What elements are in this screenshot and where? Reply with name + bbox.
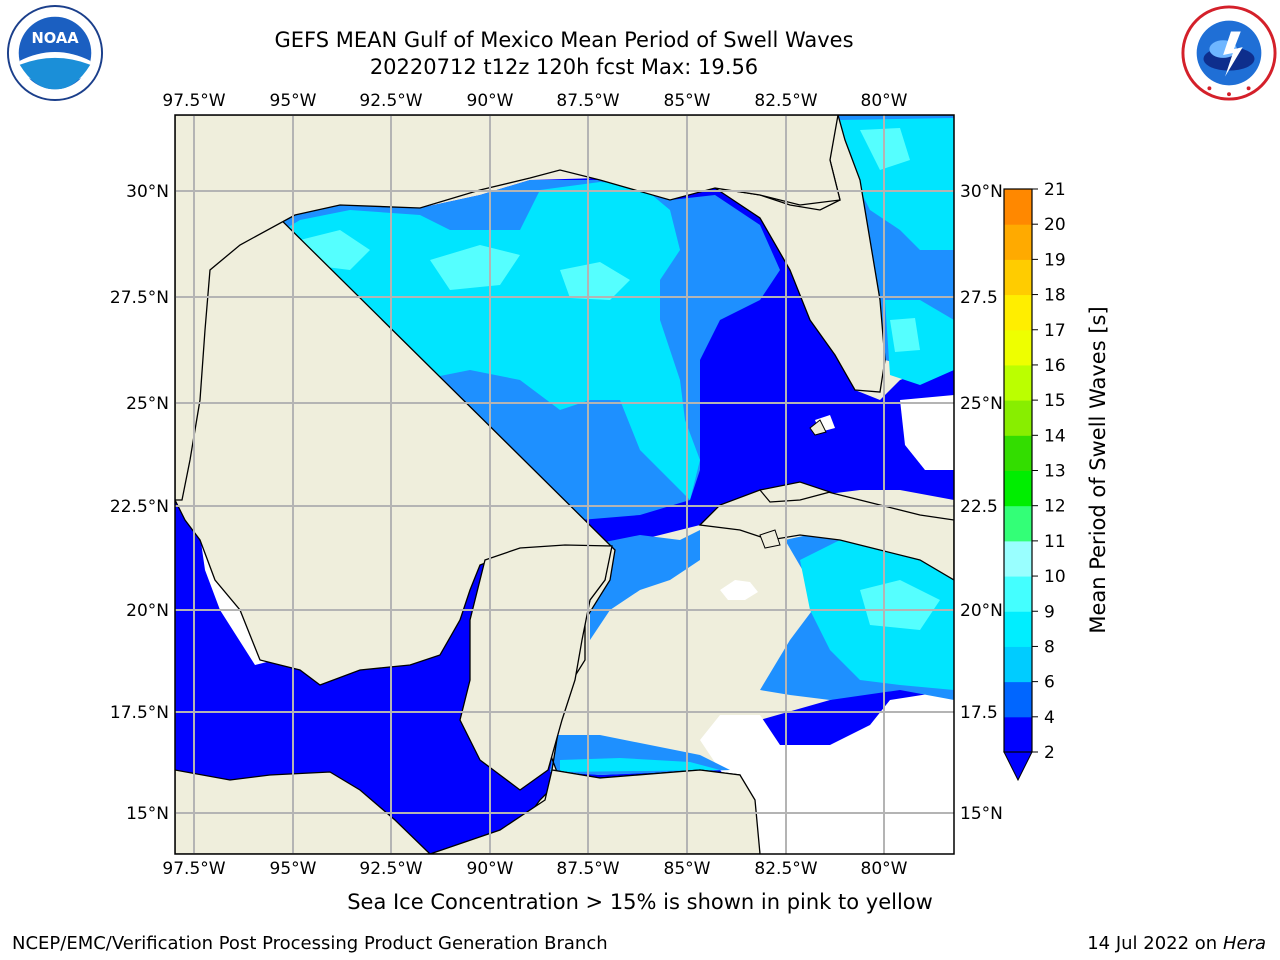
colorbar-block — [1004, 681, 1032, 718]
colorbar-extend-arrow — [1003, 751, 1033, 782]
footer-org: NCEP/EMC/Verification Post Processing Pr… — [12, 933, 608, 954]
colorbar-tick-label: 8 — [1044, 637, 1055, 657]
colorbar-tick-label: 15 — [1044, 391, 1066, 411]
lat-label: 20°N — [126, 601, 169, 621]
lat-labels-left: 30°N 27.5°N 25°N 22.5°N 20°N 17.5°N 15°N — [110, 182, 169, 824]
colorbar-block — [1004, 400, 1032, 436]
lat-labels-right: 30°N 27.5 25°N 22.5 20°N 17.5 15°N — [960, 182, 1003, 824]
sea-ice-caption: Sea Ice Concentration > 15% is shown in … — [347, 890, 933, 914]
colorbar-block — [1004, 259, 1032, 296]
footer-date-text: 14 Jul 2022 on — [1087, 933, 1223, 954]
lon-label: 85°W — [664, 91, 711, 111]
lat-label: 17.5 — [960, 703, 998, 723]
lon-labels-top: 97.5°W 95°W 92.5°W 90°W 87.5°W 85°W 82.5… — [162, 91, 907, 111]
colorbar-block — [1004, 611, 1032, 647]
lon-label: 82.5°W — [754, 91, 817, 111]
lon-label: 92.5°W — [359, 859, 422, 879]
colorbar-block — [1004, 364, 1032, 401]
colorbar-ticks: 2 4 6 8 9 10 11 12 13 14 15 16 17 18 19 20 21 — [1032, 180, 1066, 763]
colorbar-tick-label: 16 — [1044, 356, 1066, 376]
colorbar-block — [1004, 224, 1032, 260]
lon-label: 97.5°W — [162, 859, 225, 879]
lat-label: 30°N — [960, 182, 1003, 202]
lon-label: 87.5°W — [556, 859, 619, 879]
lon-label: 80°W — [861, 91, 908, 111]
colorbar-tick-label: 19 — [1044, 250, 1066, 270]
lat-label: 30°N — [126, 182, 169, 202]
footer-host: Hera — [1222, 933, 1266, 954]
colorbar-block — [1004, 470, 1032, 507]
lat-label: 20°N — [960, 601, 1003, 621]
lat-label: 25°N — [126, 394, 169, 414]
colorbar-tick-label: 2 — [1044, 743, 1055, 763]
colorbar-tick-label: 17 — [1044, 321, 1066, 341]
colorbar-block — [1004, 329, 1032, 366]
nws-logo-icon — [1181, 5, 1277, 101]
colorbar-block — [1004, 294, 1032, 331]
lon-labels-bottom: 97.5°W 95°W 92.5°W 90°W 87.5°W 85°W 82.5… — [162, 859, 907, 879]
map-title: GEFS MEAN Gulf of Mexico Mean Period of … — [274, 28, 854, 52]
lat-label: 25°N — [960, 394, 1003, 414]
colorbar-tick-label: 12 — [1044, 497, 1066, 517]
colorbar-tick-label: 4 — [1044, 708, 1055, 728]
lon-label: 85°W — [664, 859, 711, 879]
colorbar-label: Mean Period of Swell Waves [s] — [1086, 306, 1110, 633]
colorbar-tick-label: 14 — [1044, 426, 1066, 446]
lon-label: 97.5°W — [162, 91, 225, 111]
colorbar-tick-label: 9 — [1044, 602, 1055, 622]
noaa-logo-text: NOAA — [31, 30, 79, 47]
colorbar-block — [1004, 646, 1032, 683]
lat-label: 27.5 — [960, 288, 998, 308]
lon-label: 82.5°W — [754, 859, 817, 879]
colorbar-tick-label: 6 — [1044, 673, 1055, 693]
lat-label: 15°N — [960, 804, 1003, 824]
colorbar-tick-label: 20 — [1044, 215, 1066, 235]
lat-label: 22.5°N — [110, 497, 169, 517]
lon-label: 95°W — [270, 91, 317, 111]
colorbar-tick-label: 21 — [1044, 180, 1066, 200]
land-florida — [714, 115, 954, 393]
colorbar-tick-label: 18 — [1044, 286, 1066, 306]
lon-label: 80°W — [861, 859, 908, 879]
colorbar-block — [1004, 435, 1032, 471]
map-area — [175, 115, 954, 854]
colorbar-tick-label: 10 — [1044, 567, 1066, 587]
noaa-logo-icon: NOAA — [6, 4, 104, 102]
map-frame — [174, 114, 955, 855]
colorbar-block — [1004, 576, 1032, 612]
colorbar-block — [1004, 716, 1032, 753]
footer-date: 14 Jul 2022 on Hera — [1087, 933, 1266, 954]
map-graticule — [175, 115, 954, 854]
map-subtitle: 20220712 t12z 120h fcst Max: 19.56 — [369, 55, 759, 79]
lon-label: 95°W — [270, 859, 317, 879]
lon-label: 90°W — [467, 91, 514, 111]
lon-label: 92.5°W — [359, 91, 422, 111]
colorbar-tick-label: 13 — [1044, 462, 1066, 482]
lat-label: 27.5°N — [110, 288, 169, 308]
colorbar: 2 4 6 8 9 10 11 12 13 14 15 16 17 18 19 20 21 Mean Perio… — [1003, 180, 1110, 782]
lat-label: 17.5°N — [110, 703, 169, 723]
colorbar-block — [1004, 505, 1032, 542]
lat-label: 15°N — [126, 804, 169, 824]
lon-label: 90°W — [467, 859, 514, 879]
colorbar-block — [1004, 540, 1032, 577]
no-data-region — [720, 580, 758, 600]
colorbar-block — [1004, 189, 1032, 225]
lon-label: 87.5°W — [556, 91, 619, 111]
lat-label: 22.5 — [960, 497, 998, 517]
colorbar-blocks — [1004, 189, 1032, 753]
colorbar-tick-label: 11 — [1044, 532, 1066, 552]
